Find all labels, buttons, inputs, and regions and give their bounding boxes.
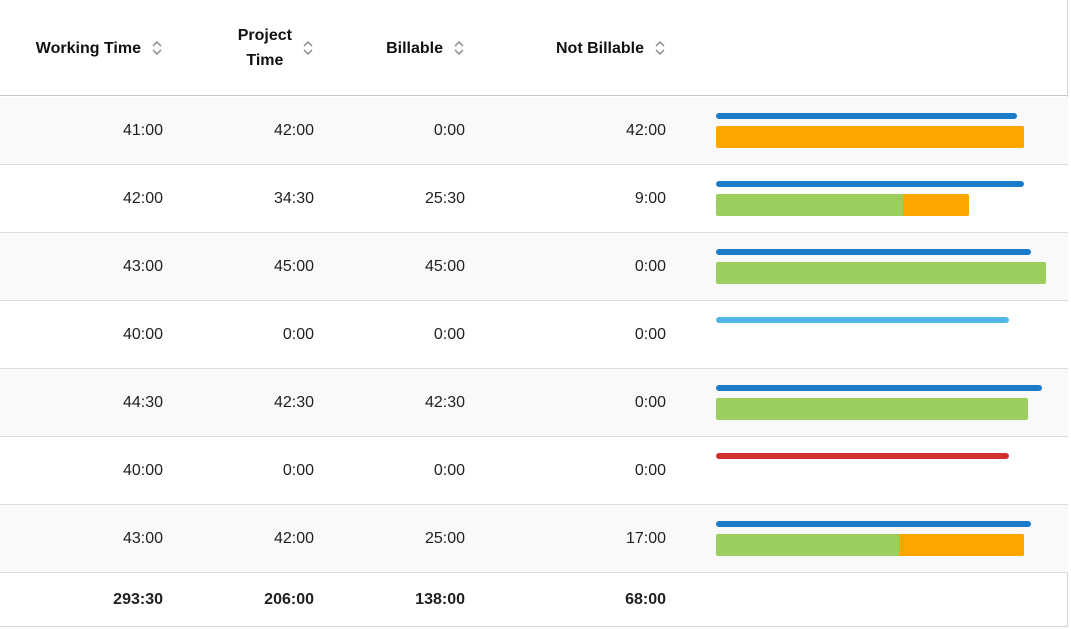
table-row[interactable]: 42:00 34:30 25:30 9:00 — [0, 165, 1068, 233]
billable-cell: 25:00 — [424, 530, 465, 547]
totals-row: 293:30 206:00 138:00 68:00 — [0, 572, 1068, 627]
column-header-billable[interactable]: Billable — [320, 0, 465, 96]
not-billable-segment — [899, 534, 1024, 556]
project-time-cell: 34:30 — [273, 190, 314, 207]
billable-cell: 0:00 — [433, 122, 465, 139]
not-billable-segment — [716, 126, 1024, 148]
column-header-label: Not Billable — [555, 39, 644, 57]
project-time-cell: 0:00 — [282, 462, 314, 479]
column-header-label: Billable — [386, 39, 443, 57]
not-billable-cell: 0:00 — [634, 462, 666, 479]
billable-cell: 42:30 — [424, 394, 465, 411]
billable-cell: 0:00 — [433, 326, 465, 343]
working-time-cell: 44:30 — [122, 394, 163, 411]
table-row[interactable]: 41:00 42:00 0:00 42:00 — [0, 97, 1068, 165]
table-row[interactable]: 44:30 42:30 42:30 0:00 — [0, 369, 1068, 437]
working-time-bar — [716, 453, 1009, 459]
project-time-cell: 42:00 — [273, 122, 314, 139]
billable-segment — [716, 194, 903, 216]
table-row[interactable]: 43:00 42:00 25:00 17:00 — [0, 505, 1068, 573]
project-time-bar — [716, 262, 1046, 284]
time-bars — [716, 505, 1046, 572]
table-row[interactable]: 40:00 0:00 0:00 0:00 — [0, 301, 1068, 369]
not-billable-cell: 0:00 — [634, 326, 666, 343]
working-time-bar — [716, 249, 1031, 255]
working-time-cell: 40:00 — [122, 462, 163, 479]
column-header-working-time[interactable]: Working Time — [0, 0, 163, 96]
time-bars — [716, 437, 1046, 504]
working-time-cell: 40:00 — [122, 326, 163, 343]
time-bars — [716, 97, 1046, 164]
column-header-label: Working Time — [35, 39, 141, 57]
column-header-not-billable[interactable]: Not Billable — [470, 0, 666, 96]
not-billable-cell: 42:00 — [625, 122, 666, 139]
project-time-bar — [716, 398, 1028, 420]
total-billable: 138:00 — [415, 591, 465, 608]
project-time-bar — [716, 534, 1024, 556]
time-bars — [716, 369, 1046, 436]
project-time-cell: 0:00 — [282, 326, 314, 343]
table-header: Working Time Project Time Billable Not B… — [0, 0, 1068, 96]
not-billable-segment — [903, 194, 969, 216]
sort-icon[interactable] — [654, 38, 666, 58]
total-project-time: 206:00 — [264, 591, 314, 608]
working-time-bar — [716, 385, 1042, 391]
working-time-cell: 43:00 — [122, 258, 163, 275]
time-bars — [716, 301, 1046, 368]
billable-segment — [716, 262, 1046, 284]
working-time-bar — [716, 317, 1009, 323]
sort-icon[interactable] — [151, 38, 163, 58]
project-time-cell: 42:00 — [273, 530, 314, 547]
working-time-cell: 42:00 — [122, 190, 163, 207]
total-not-billable: 68:00 — [625, 591, 666, 608]
column-header-label: Project Time — [237, 27, 292, 69]
billable-cell: 0:00 — [433, 462, 465, 479]
billable-cell: 25:30 — [424, 190, 465, 207]
sort-icon[interactable] — [453, 38, 465, 58]
not-billable-cell: 0:00 — [634, 394, 666, 411]
column-header-project-time[interactable]: Project Time — [170, 0, 314, 96]
not-billable-cell: 0:00 — [634, 258, 666, 275]
not-billable-cell: 17:00 — [625, 530, 666, 547]
table-row[interactable]: 40:00 0:00 0:00 0:00 — [0, 437, 1068, 505]
time-bars — [716, 233, 1046, 300]
total-working-time: 293:30 — [113, 591, 163, 608]
project-time-bar — [716, 126, 1024, 148]
working-time-bar — [716, 181, 1024, 187]
not-billable-cell: 9:00 — [634, 190, 666, 207]
table-row[interactable]: 43:00 45:00 45:00 0:00 — [0, 233, 1068, 301]
time-bars — [716, 165, 1046, 232]
project-time-cell: 42:30 — [273, 394, 314, 411]
working-time-cell: 43:00 — [122, 530, 163, 547]
working-time-bar — [716, 113, 1017, 119]
working-time-bar — [716, 521, 1031, 527]
project-time-bar — [716, 194, 969, 216]
billable-cell: 45:00 — [424, 258, 465, 275]
project-time-cell: 45:00 — [273, 258, 314, 275]
sort-icon[interactable] — [302, 38, 314, 58]
billable-segment — [716, 534, 899, 556]
billable-segment — [716, 398, 1028, 420]
working-time-cell: 41:00 — [122, 122, 163, 139]
